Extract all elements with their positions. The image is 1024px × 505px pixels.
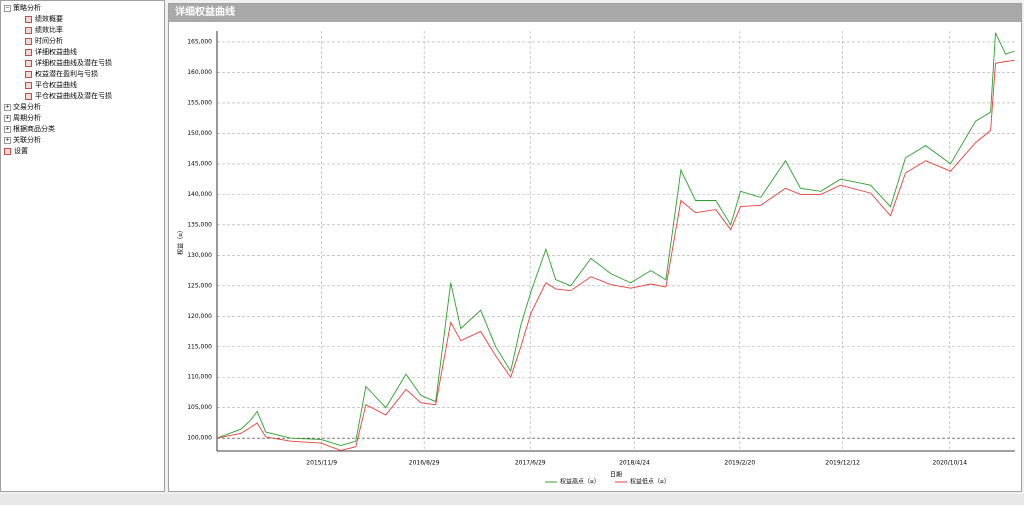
x-tick-label: 2016/8/29 [409,460,440,467]
tree-label: 设置 [14,147,28,155]
y-tick-label: 165,000 [187,38,212,45]
y-tick-label: 115,000 [187,343,212,350]
y-tick-label: 135,000 [187,221,212,228]
status-bar [0,494,1024,505]
y-tick-label: 150,000 [187,130,212,137]
legend-label: 权益低点（¤） [630,478,670,486]
y-tick-label: 140,000 [187,191,212,198]
tree-label: 根据商品分类 [13,125,55,133]
tree-label: 策略分析 [13,4,41,12]
tree-item[interactable]: 权益潜在盈利与亏损 [25,70,98,79]
tree-item[interactable]: + 交易分析 [4,103,41,111]
y-tick-label: 110,000 [187,374,212,381]
tree-item[interactable]: 详细权益曲线及潜在亏损 [25,59,112,68]
series-line [216,32,1015,446]
y-tick-label: 100,000 [187,435,212,442]
tree-item[interactable]: 平仓权益曲线及潜在亏损 [25,92,112,101]
tree-item[interactable]: + 周期分析 [4,114,41,122]
y-tick-label: 105,000 [187,404,212,411]
tree-label: 平仓权益曲线及潜在亏损 [35,92,112,100]
y-tick-label: 120,000 [187,313,212,320]
series-line [216,59,1015,451]
tree-item[interactable]: 绩效比率 [25,26,63,35]
tree-label: 交易分析 [13,103,41,111]
y-tick-label: 145,000 [187,160,212,167]
tree-view: − 策略分析绩效概要绩效比率时间分析详细权益曲线详细权益曲线及潜在亏损 权益潜在盈利… [0,0,165,492]
tree-item[interactable]: + 关联分析 [4,136,41,144]
tree-label: 详细权益曲线 [35,48,77,56]
tree-item[interactable]: 时间分析 [25,37,63,46]
x-tick-label: 2019/2/20 [724,460,755,467]
chart: 100,000 105,000 110,000 115,000 120,000 125,0… [177,31,1015,486]
y-tick-label: 160,000 [187,69,212,76]
tree-label: 周期分析 [13,114,41,122]
tree-label: 关联分析 [13,136,41,144]
x-tick-label: 2018/4/24 [619,460,650,467]
tree-item[interactable]: − 策略分析 [4,4,41,12]
y-tick-label: 130,000 [187,252,212,259]
tree-label: 时间分析 [35,37,63,45]
tree-item[interactable]: 设置 [4,147,28,156]
y-tick-label: 125,000 [187,282,212,289]
tree-label: 权益潜在盈利与亏损 [35,70,98,78]
tree-item[interactable]: 绩效概要 [25,15,63,24]
tree-label: 绩效比率 [35,26,63,34]
y-axis-label: 权益（¤） [177,227,185,255]
tree-label: 绩效概要 [35,15,63,23]
panel-title: 详细权益曲线 [169,4,1021,22]
y-tick-label: 155,000 [187,99,212,106]
legend-label: 权益高点（¤） [560,478,600,486]
x-tick-label: 2020/10/14 [932,460,967,467]
x-tick-label: 2015/11/9 [306,460,337,467]
x-axis-label: 日期 [610,471,622,479]
x-tick-label: 2017/6/29 [515,460,546,467]
x-tick-label: 2019/12/12 [825,460,860,467]
tree-item[interactable]: + 根据商品分类 [4,125,55,133]
tree-item[interactable]: 详细权益曲线 [25,48,77,57]
tree-item[interactable]: 平仓权益曲线 [25,81,77,90]
chart-panel: 详细权益曲线 100,000 105,000 110,000 115,000 120,0… [168,3,1022,492]
tree-label: 平仓权益曲线 [35,81,77,89]
tree-label: 详细权益曲线及潜在亏损 [35,59,112,67]
